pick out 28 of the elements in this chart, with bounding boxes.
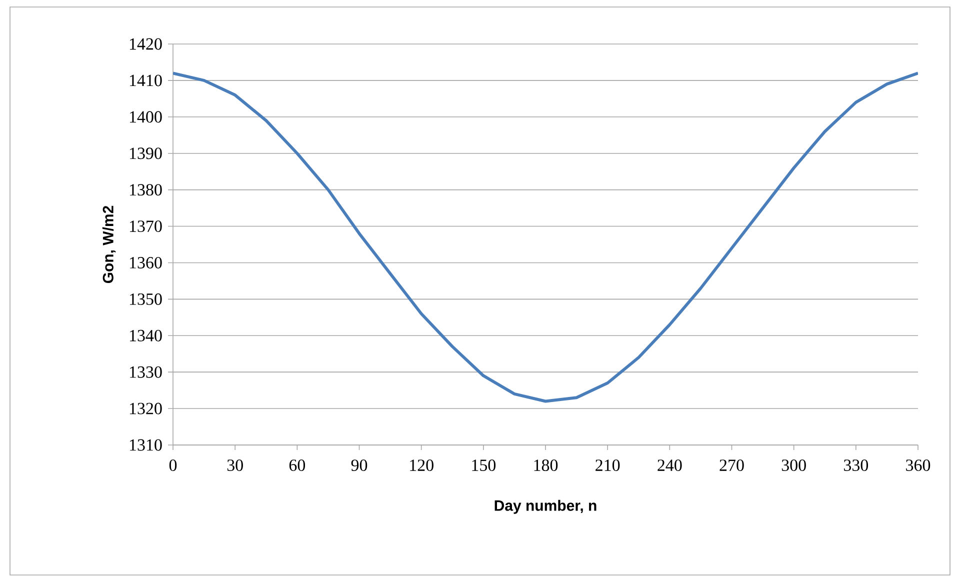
x-tick-label: 360 — [906, 460, 930, 471]
line-series — [173, 72, 918, 403]
y-tick-label: 1370 — [130, 220, 162, 232]
y-tick-label: 1410 — [130, 74, 162, 86]
y-tick-label: 1330 — [130, 366, 162, 378]
x-tick-label: 180 — [534, 460, 558, 471]
x-tick-label: 90 — [351, 460, 368, 471]
y-tick-label: 1400 — [130, 111, 162, 123]
x-tick-label: 30 — [227, 460, 243, 471]
x-tick-label: 60 — [289, 460, 306, 471]
y-tick-label: 1310 — [130, 439, 162, 451]
x-tick-label: 330 — [844, 460, 868, 471]
x-tick-label: 240 — [658, 460, 682, 471]
y-axis-title: Gon, W/m2 — [102, 206, 116, 284]
x-tick-label: 300 — [782, 460, 806, 471]
y-tick-label: 1380 — [130, 184, 162, 196]
x-tick-label: 210 — [596, 460, 620, 471]
x-tick-label: 150 — [472, 460, 496, 471]
x-tick-label: 270 — [720, 460, 744, 471]
y-tick-label: 1350 — [130, 293, 162, 305]
y-tick-label: 1420 — [130, 38, 162, 50]
x-axis-title: Day number, n — [494, 500, 596, 514]
y-tick-label: 1320 — [130, 402, 162, 414]
x-tick-label: 0 — [169, 460, 177, 471]
x-tick-label: 120 — [410, 460, 434, 471]
y-tick-label: 1340 — [130, 330, 162, 342]
y-tick-label: 1390 — [130, 148, 162, 160]
y-tick-label: 1360 — [130, 256, 162, 268]
